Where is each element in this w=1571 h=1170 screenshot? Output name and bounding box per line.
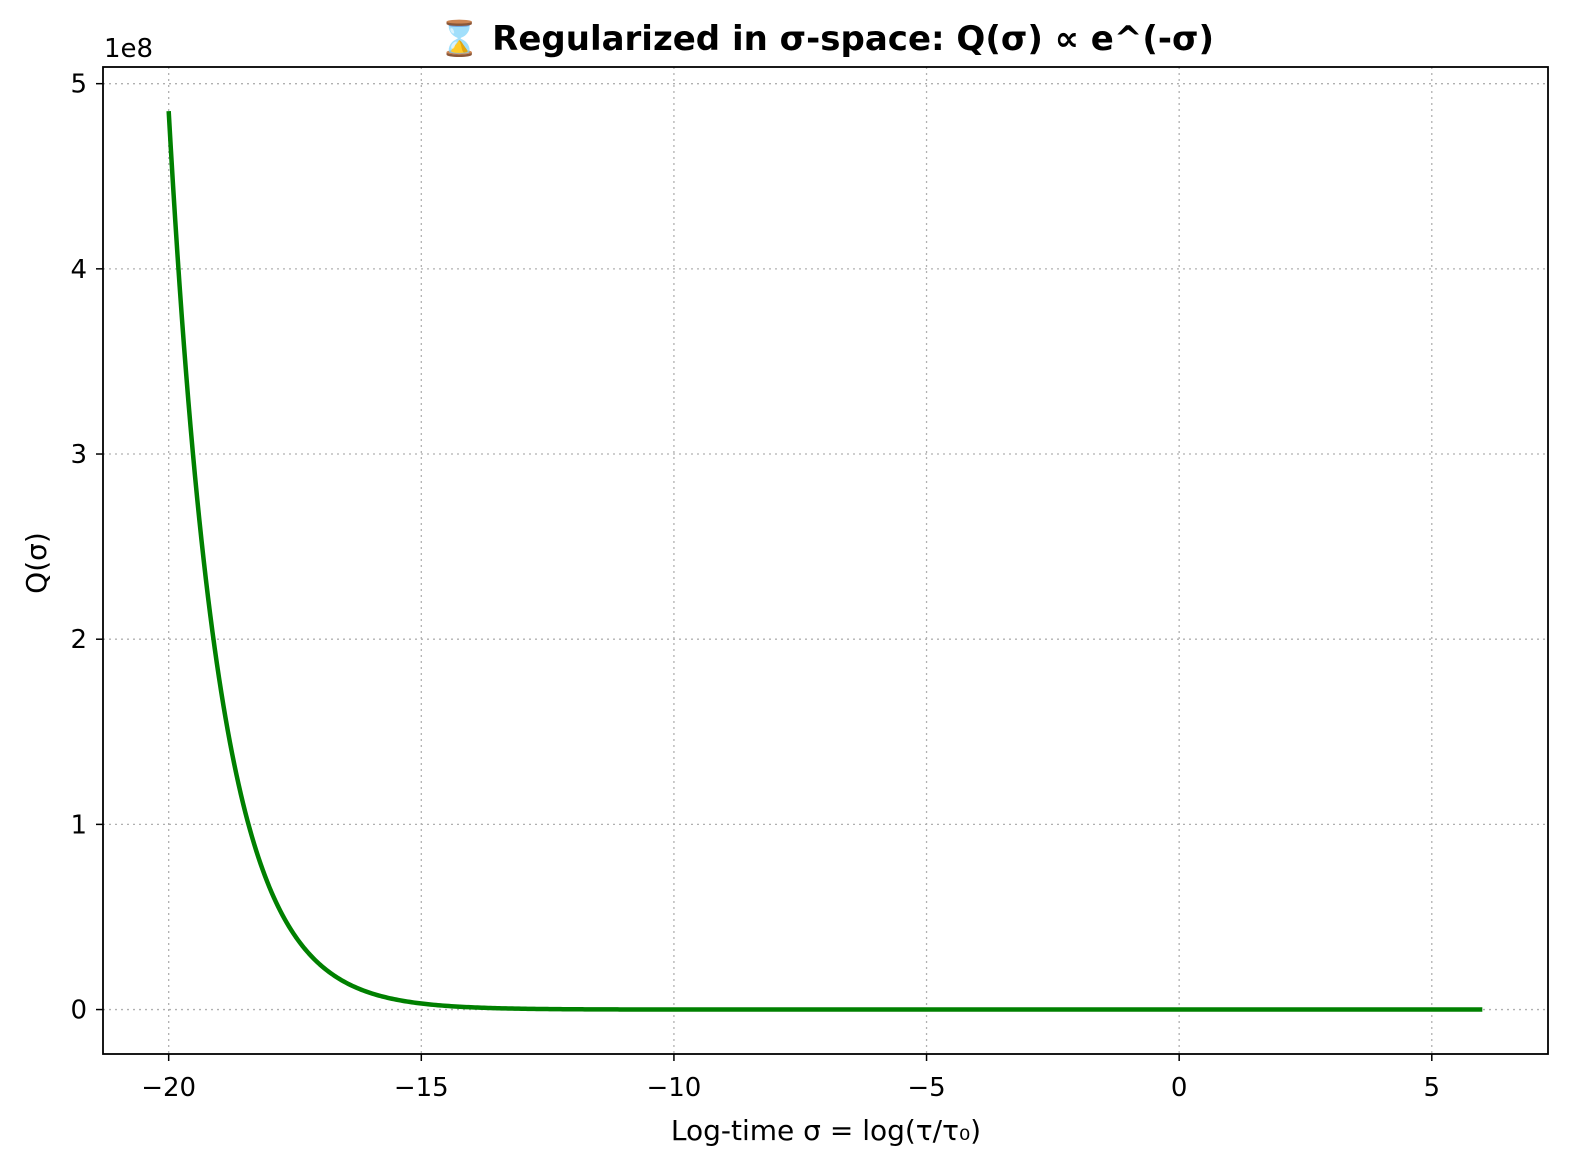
- x-tick-label: −10: [646, 1073, 701, 1103]
- plot-frame: [102, 66, 1549, 1055]
- y-tick-label: 1: [70, 810, 87, 840]
- y-tick-label: 2: [70, 625, 87, 655]
- x-axis-label: Log-time σ = log(τ/τ₀): [671, 1114, 981, 1147]
- y-axis: 0 1 2 3 4 5: [70, 70, 103, 1026]
- x-axis: −20 −15 −10 −5 0 5: [141, 1054, 1440, 1103]
- y-tick-label: 5: [70, 70, 87, 100]
- x-tick-label: 5: [1424, 1073, 1441, 1103]
- x-tick-label: −15: [394, 1073, 449, 1103]
- y-tick-label: 0: [70, 996, 87, 1026]
- grid: [103, 67, 1548, 1054]
- y-tick-label: 4: [70, 255, 87, 285]
- x-tick-label: 0: [1171, 1073, 1188, 1103]
- chart-title: ⌛ Regularized in σ-space: Q(σ) ∝ e^(-σ): [438, 19, 1214, 59]
- y-axis-label: Q(σ): [20, 532, 53, 594]
- x-tick-label: −5: [907, 1073, 945, 1103]
- series-line: [166, 111, 1483, 1012]
- y-tick-label: 3: [70, 440, 87, 470]
- series-layer: [166, 111, 1483, 1012]
- x-tick-label: −20: [141, 1073, 196, 1103]
- y-offset-label: 1e8: [104, 34, 153, 64]
